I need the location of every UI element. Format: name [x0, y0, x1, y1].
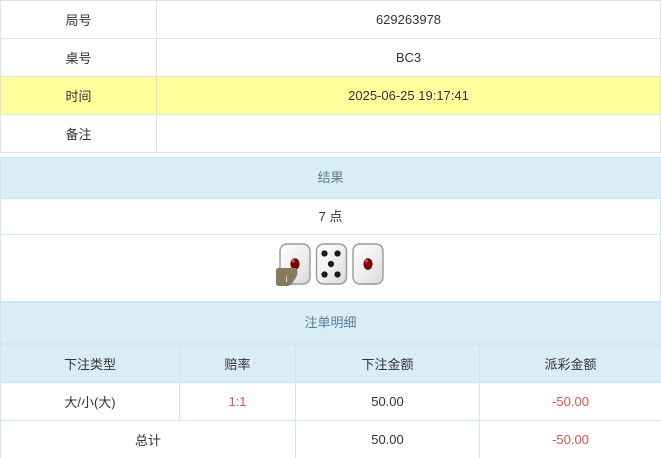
svg-text:i: i	[286, 274, 288, 284]
